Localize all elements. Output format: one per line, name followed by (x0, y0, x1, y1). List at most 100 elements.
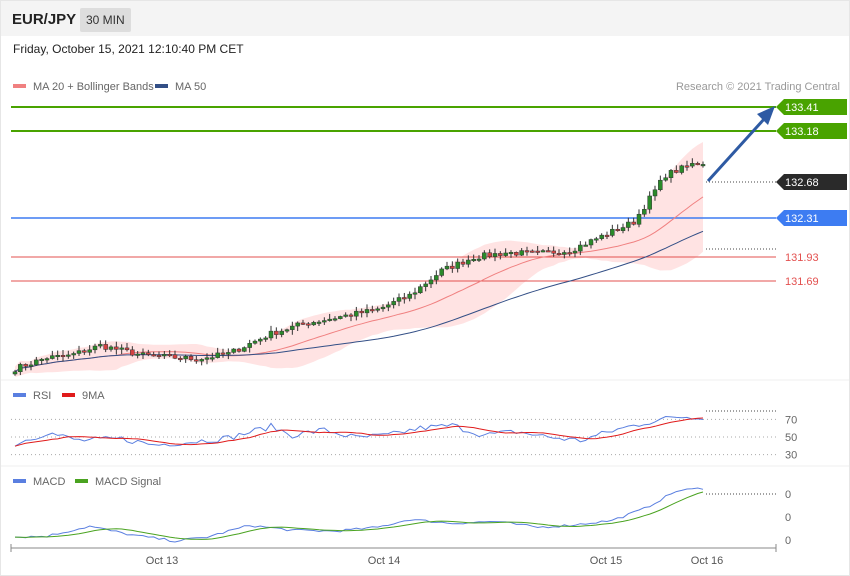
datetime-label: Friday, October 15, 2021 12:10:40 PM CET (13, 42, 244, 56)
price-badge (776, 123, 847, 139)
candle-body (498, 253, 503, 256)
candle-body (402, 297, 407, 300)
candle-body (636, 213, 642, 225)
legend-macd: MACD (33, 476, 65, 488)
x-tick-label: Oct 15 (590, 555, 622, 567)
candle-body (343, 314, 348, 317)
candle-body (98, 344, 103, 347)
bollinger-band (15, 142, 703, 377)
candle-body (348, 314, 354, 317)
candle-body (92, 345, 98, 351)
forecast-arrowhead (757, 106, 775, 125)
candle-body (700, 164, 706, 167)
candle-body (156, 354, 162, 357)
timeframe-button[interactable]: 30 MIN (80, 8, 131, 32)
candle-body (316, 321, 322, 324)
candle-body (450, 265, 455, 269)
candle-body (428, 279, 434, 285)
candle-body (690, 163, 695, 167)
price-level-label: 131.69 (785, 276, 819, 288)
candle-body (263, 337, 268, 340)
candle-body (23, 364, 28, 367)
macd-signal-line (14, 491, 704, 540)
candle-body (439, 268, 444, 276)
legend-swatch-rsi (13, 393, 26, 397)
candle-body (556, 253, 562, 256)
candle-body (620, 227, 626, 231)
price-badge-label: 132.68 (785, 177, 819, 189)
candle-body (492, 253, 498, 257)
candle-body (87, 349, 92, 353)
candle-body (460, 261, 466, 265)
macd-tick-label: 0 (785, 489, 791, 501)
macd-tick-label: 0 (785, 512, 791, 524)
candle-body (540, 250, 546, 253)
candle-body (418, 286, 423, 294)
candle-body (66, 354, 71, 357)
candle-body (39, 358, 44, 361)
candle-body (199, 359, 204, 362)
legend-ma50: MA 50 (175, 81, 206, 93)
candle-body (471, 259, 476, 262)
legend-swatch-macd-signal (75, 479, 88, 483)
candle-body (380, 306, 386, 310)
candle-body (631, 221, 636, 225)
macd-line (14, 487, 704, 543)
candle-body (76, 350, 82, 354)
candle-body (247, 343, 252, 348)
candle-body (610, 228, 615, 236)
candle-body (684, 165, 690, 168)
candle-body (668, 170, 674, 178)
candle-body (535, 250, 540, 253)
candle-body (140, 352, 146, 355)
candle-body (12, 371, 18, 375)
candle-body (242, 347, 247, 352)
legend-rsi: RSI (33, 390, 51, 402)
candle-body (167, 354, 172, 357)
price-level-label: 131.93 (785, 252, 819, 264)
rsi-line (14, 415, 704, 447)
candle-body (60, 355, 66, 358)
candle-body (204, 357, 210, 360)
candle-body (482, 252, 487, 260)
candle-body (108, 346, 114, 350)
candle-body (327, 318, 332, 321)
candle-body (679, 165, 684, 173)
candle-body (295, 322, 300, 327)
candle-body (444, 265, 450, 270)
candle-body (615, 228, 620, 231)
price-badge-label: 133.41 (785, 102, 819, 114)
candle-body (594, 238, 599, 241)
candle-body (476, 258, 482, 261)
candle-body (396, 297, 402, 302)
candle-body (695, 163, 700, 166)
candle-body (162, 354, 167, 357)
candle-body (375, 308, 380, 311)
candle-body (652, 189, 658, 197)
candle-body (370, 309, 375, 312)
candle-body (674, 170, 679, 173)
candle-body (455, 261, 460, 269)
candle-body (172, 354, 178, 359)
candle-body (151, 354, 156, 357)
candle-body (114, 346, 119, 350)
candle-body (146, 352, 151, 355)
candle-body (82, 350, 87, 353)
candle-body (119, 347, 124, 350)
candle-body (647, 195, 652, 210)
candle-body (599, 234, 604, 239)
candle-body (279, 330, 284, 335)
candle-body (18, 364, 23, 373)
candle-body (215, 352, 220, 358)
legend-swatch-macd (13, 479, 26, 483)
candle-body (572, 250, 578, 254)
candle-body (28, 364, 34, 367)
rsi-tick-label: 50 (785, 432, 797, 444)
forecast-arrow-line (706, 116, 767, 183)
candle-body (50, 355, 55, 359)
candle-body (588, 239, 594, 246)
ma20-line (14, 196, 704, 373)
candle-body (188, 356, 194, 360)
x-tick-label: Oct 14 (368, 555, 400, 567)
legend-ma20: MA 20 + Bollinger Bands (33, 81, 154, 93)
